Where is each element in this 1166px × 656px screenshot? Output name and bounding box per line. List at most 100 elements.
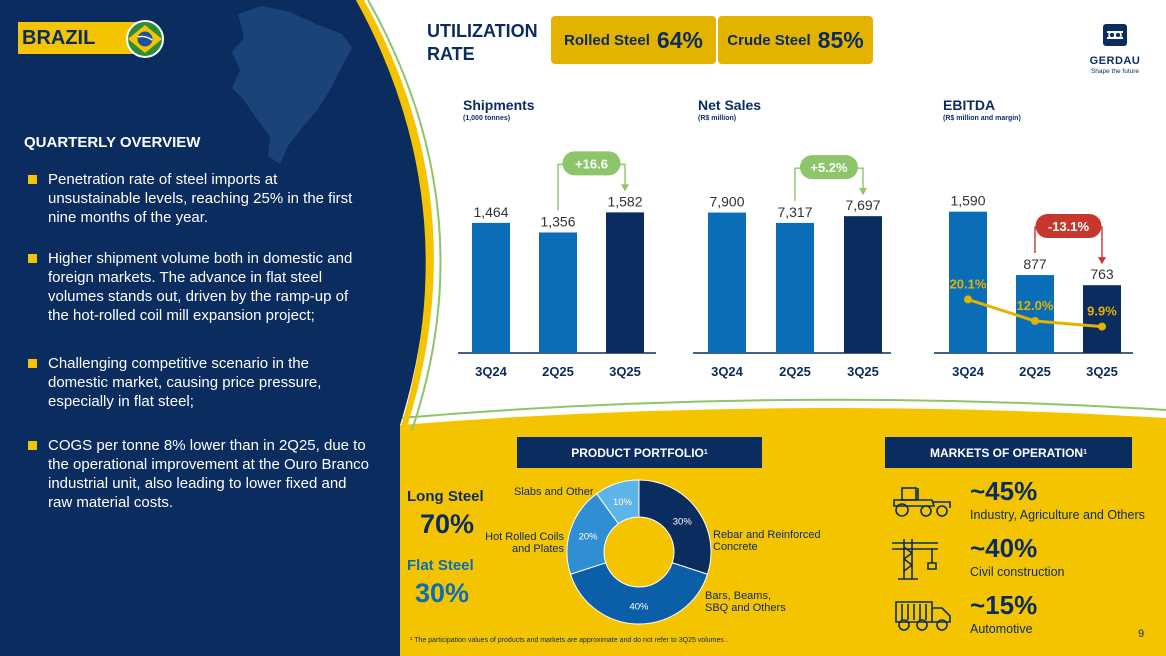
- annotation-pill: [562, 151, 621, 176]
- bar-charts: 1,464 3Q24 1,356 2Q25 1,582 3Q25 +16.6 7,900 3Q2…: [458, 151, 1133, 379]
- x-tick-label: 3Q24: [711, 364, 744, 379]
- bar-chart-0: 1,464 3Q24 1,356 2Q25 1,582 3Q25 +16.6: [458, 151, 656, 379]
- bar-chart-1: 7,900 3Q24 7,317 2Q25 7,697 3Q25 +5.2%: [693, 155, 891, 379]
- margin-label: 20.1%: [950, 276, 987, 291]
- flat-steel-label: Flat Steel: [407, 557, 474, 574]
- rolled-steel-utilization: Rolled Steel 64%: [551, 16, 716, 64]
- annotation-label: -13.1%: [1048, 219, 1090, 234]
- brazil-flag-icon: [126, 20, 164, 58]
- annotation-arrowhead: [621, 184, 629, 192]
- long-steel-value: 70%: [420, 509, 475, 539]
- crude-steel-utilization: Crude Steel 85%: [718, 16, 873, 64]
- bar-value-label: 7,900: [709, 194, 744, 210]
- market-construction-pct: ~40%: [970, 533, 1038, 563]
- x-tick-label: 2Q25: [779, 364, 811, 379]
- annotation-label: +16.6: [575, 156, 608, 171]
- tractor-icon: [893, 487, 951, 517]
- bar-value-label: 7,317: [777, 204, 812, 220]
- x-tick-label: 3Q24: [952, 364, 985, 379]
- annotation-label: +5.2%: [810, 160, 848, 175]
- x-tick-label: 3Q25: [847, 364, 879, 379]
- rolled-steel-label: Rolled Steel: [564, 31, 650, 49]
- x-tick-label: 2Q25: [1019, 364, 1051, 379]
- donut-slice: [569, 562, 709, 625]
- net-sales-title: Net Sales: [698, 97, 762, 113]
- product-portfolio-heading: PRODUCT PORTFOLIO 1: [517, 437, 762, 468]
- annotation-arrowhead: [859, 188, 867, 196]
- margin-label: 12.0%: [1017, 298, 1054, 313]
- overview-bullet: COGS per tonne 8% lower than in 2Q25, du…: [26, 436, 371, 512]
- rolled-steel-value: 64%: [656, 26, 703, 53]
- market-construction-desc: Civil construction: [970, 565, 1065, 579]
- market-industry-desc: Industry, Agriculture and Others: [970, 508, 1145, 522]
- bar-2Q25: [776, 222, 814, 353]
- shipments-subtitle: (1,000 tonnes): [463, 115, 511, 122]
- net-sales-subtitle: (R$ million): [698, 115, 737, 122]
- bar-value-label: 763: [1090, 266, 1114, 282]
- overview-bullet: Challenging competitive scenario in the …: [26, 354, 371, 411]
- gerdau-logo: GERDAU Shape the future: [1085, 24, 1145, 75]
- bullet-square-icon: [28, 175, 37, 184]
- bar-chart-2: 1,590 3Q24 877 2Q25 763 3Q25 -13.1% 20.1% 12.0% 9…: [934, 193, 1133, 379]
- bar-2Q25: [539, 232, 577, 353]
- margin-point: [1031, 317, 1039, 325]
- x-tick-label: 3Q25: [609, 364, 641, 379]
- market-construction: ~40% Civil construction: [888, 533, 1158, 583]
- logo-tagline: Shape the future: [1090, 68, 1140, 75]
- brazil-map: [232, 6, 352, 164]
- bar-value-label: 1,464: [473, 204, 508, 220]
- market-automotive-pct: ~15%: [970, 590, 1038, 620]
- margin-label: 9.9%: [1087, 304, 1117, 319]
- bar-3Q25: [844, 216, 882, 353]
- slice-label-hrc: Hot Rolled Coils and Plates: [485, 531, 564, 555]
- truck-icon: [895, 601, 951, 631]
- bullet-square-icon: [28, 254, 37, 263]
- left-navy-panel: [0, 0, 427, 656]
- donut-value-label: 30%: [673, 517, 693, 528]
- market-industry: ~45% Industry, Agriculture and Others: [888, 476, 1158, 526]
- annotation-pill: [800, 155, 858, 180]
- bar-3Q25: [1083, 285, 1121, 353]
- bullet-square-icon: [28, 441, 37, 450]
- left-green-swoosh: [367, 0, 442, 431]
- bar-value-label: 1,582: [607, 193, 642, 209]
- utilization-rate-title: UTILIZATION RATE: [427, 21, 538, 64]
- bar-3Q24: [472, 222, 510, 353]
- slice-label-rebar: Rebar and Reinforced Concrete: [713, 529, 821, 553]
- market-industry-pct: ~45%: [970, 476, 1038, 506]
- donut-slice: [595, 479, 640, 525]
- overview-bullet: Penetration rate of steel imports at uns…: [26, 170, 371, 227]
- bar-value-label: 7,697: [845, 197, 880, 213]
- donut-value-label: 10%: [613, 497, 633, 508]
- country-name: BRAZIL: [22, 26, 96, 49]
- crude-steel-label: Crude Steel: [727, 31, 811, 49]
- crane-icon: [892, 539, 938, 580]
- left-yellow-swoosh: [356, 0, 434, 430]
- donut-value-label: 40%: [629, 602, 649, 613]
- crude-steel-value: 85%: [817, 26, 864, 53]
- bar-value-label: 1,356: [540, 213, 575, 229]
- bar-value-label: 1,590: [950, 193, 985, 209]
- markets-heading: MARKETS OF OPERATION 1: [885, 437, 1132, 468]
- overview-bullet-list: Penetration rate of steel imports at uns…: [26, 170, 371, 534]
- x-tick-label: 3Q25: [1086, 364, 1118, 379]
- bar-3Q25: [606, 212, 644, 353]
- country-badge: BRAZIL: [18, 20, 164, 58]
- bottom-green-line: [399, 398, 1166, 419]
- market-automotive-desc: Automotive: [970, 622, 1033, 636]
- market-automotive: ~15% Automotive: [888, 590, 1158, 640]
- ebitda-subtitle: (R$ million and margin): [943, 115, 1021, 122]
- long-steel-label: Long Steel: [407, 488, 484, 505]
- slice-label-bars: Bars, Beams, SBQ and Others: [705, 590, 786, 614]
- x-tick-label: 3Q24: [475, 364, 508, 379]
- overview-bullet: Higher shipment volume both in domestic …: [26, 249, 371, 325]
- page-number: 9: [1138, 628, 1145, 640]
- flat-steel-value: 30%: [415, 578, 470, 608]
- margin-point: [964, 295, 972, 304]
- ebitda-title: EBITDA: [943, 97, 996, 113]
- slice-label-slabs: Slabs and Other: [514, 486, 594, 498]
- donut-slice: [638, 479, 712, 575]
- annotation-arrowhead: [1098, 257, 1106, 265]
- footnote: ¹ The participation values of products a…: [410, 637, 728, 644]
